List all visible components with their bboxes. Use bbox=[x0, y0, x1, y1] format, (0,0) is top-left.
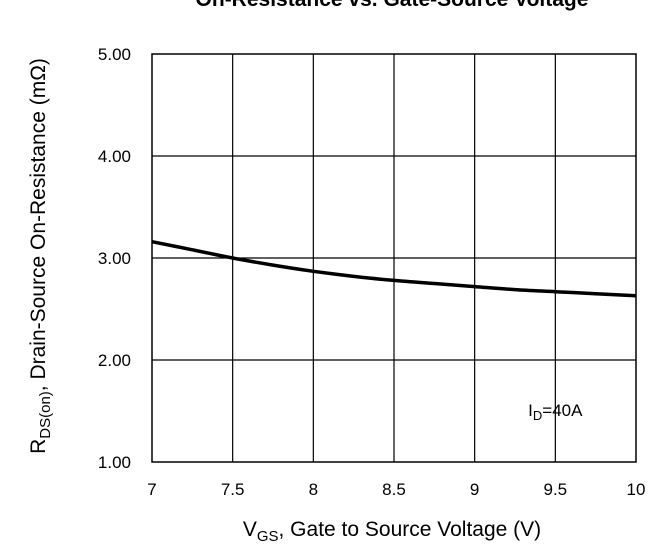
x-tick-label: 9 bbox=[470, 480, 479, 499]
annotation-main: I bbox=[528, 401, 533, 420]
y-tick-label: 1.00 bbox=[98, 453, 131, 472]
x-axis-title: VGS, Gate to Source Voltage (V) bbox=[243, 518, 541, 545]
y-axis-title-sub: DS(on) bbox=[37, 391, 54, 439]
x-axis-title-sub: GS bbox=[257, 528, 279, 545]
chart-title: On-Resistance vs. Gate-Source Voltage bbox=[196, 0, 589, 11]
y-axis-title: RDS(on), Drain-Source On-Resistance (mΩ) bbox=[27, 58, 54, 454]
x-axis-title-rest: , Gate to Source Voltage (V) bbox=[279, 518, 542, 541]
y-tick-label: 5.00 bbox=[98, 45, 131, 64]
x-tick-label: 8.5 bbox=[382, 480, 406, 499]
current-annotation: ID=40A bbox=[528, 401, 583, 423]
x-tick-label: 10 bbox=[627, 480, 646, 499]
x-tick-label: 7.5 bbox=[221, 480, 245, 499]
y-tick-label: 4.00 bbox=[98, 147, 131, 166]
series-layer bbox=[151, 239, 637, 298]
y-tick-label: 3.00 bbox=[98, 249, 131, 268]
y-tick-labels: 1.00 2.00 3.00 4.00 5.00 bbox=[98, 45, 131, 472]
annotation-sub: D bbox=[533, 408, 542, 423]
plot-border bbox=[151, 53, 637, 463]
x-tick-labels: 7 7.5 8 8.5 9 9.5 10 bbox=[147, 480, 645, 499]
x-tick-label: 7 bbox=[147, 480, 156, 499]
x-tick-label: 9.5 bbox=[544, 480, 568, 499]
y-tick-label: 2.00 bbox=[98, 351, 131, 370]
x-axis-title-main: V bbox=[243, 518, 257, 541]
annotation-rest: =40A bbox=[542, 401, 583, 420]
y-axis-title-main: R bbox=[27, 439, 50, 454]
y-axis-title-rest: , Drain-Source On-Resistance (mΩ) bbox=[27, 58, 50, 391]
x-tick-label: 8 bbox=[309, 480, 318, 499]
series-line bbox=[151, 239, 637, 298]
